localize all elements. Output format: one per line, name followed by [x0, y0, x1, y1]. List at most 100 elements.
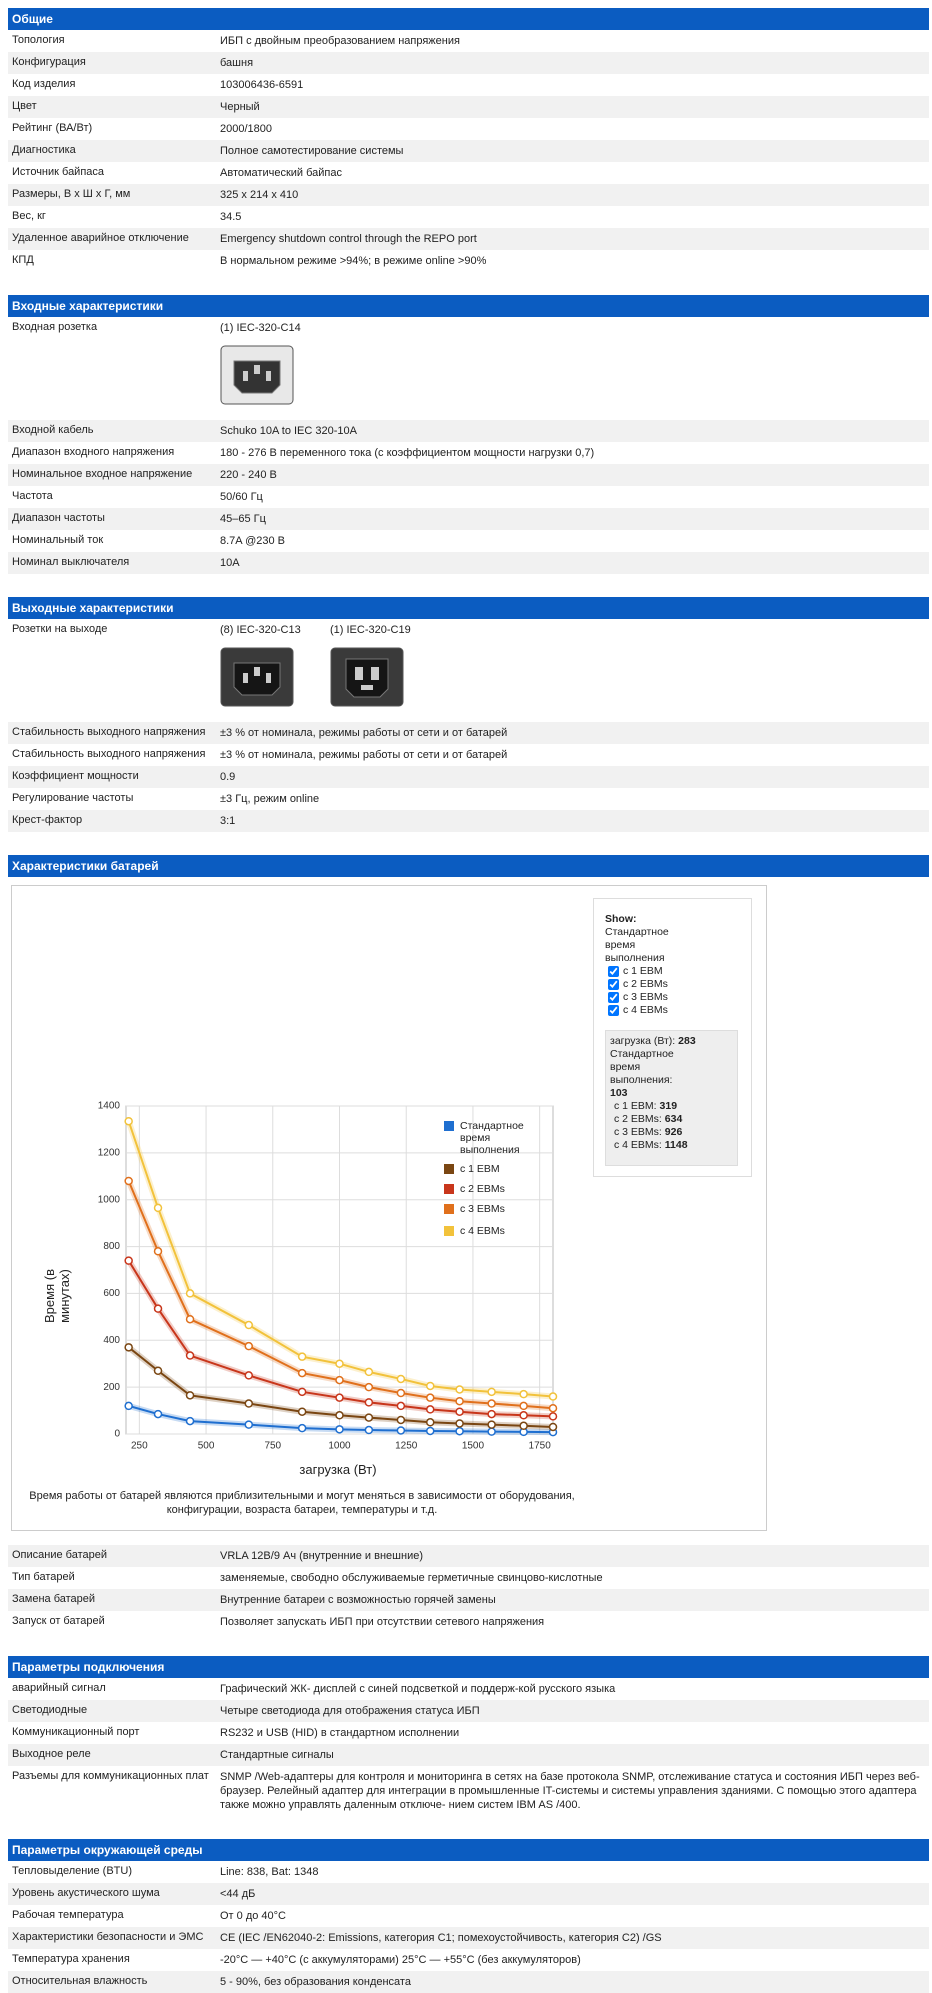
- x-tick-label: 1250: [395, 1441, 418, 1452]
- y-tick-label: 1400: [98, 1101, 121, 1112]
- data-point: [425, 1393, 435, 1402]
- data-point: [297, 1352, 307, 1361]
- readout-row: загрузка (Вт): 283: [610, 1035, 737, 1048]
- outlet-label: (8) IEC-320-C13: [220, 624, 301, 636]
- spec-value: Четыре светодиода для отображения статус…: [220, 1705, 480, 1717]
- readout-box: загрузка (Вт): 283 Стандартное время выпо…: [605, 1030, 738, 1166]
- spec-label: Диагностика: [12, 144, 76, 156]
- spec-value: (8) IEC-320-C13 (1) IEC-320-C19: [220, 619, 929, 722]
- spec-label: Удаленное аварийное отключение: [12, 232, 189, 244]
- readout-row: с 1 EBM: 319: [610, 1100, 737, 1113]
- spec-label: Крест-фактор: [12, 814, 83, 826]
- pin: [254, 667, 260, 676]
- readout-row: с 3 EBMs: 926: [610, 1126, 737, 1139]
- spec-label: Уровень акустического шума: [12, 1887, 160, 1899]
- controls-list: Show: Стандартное время выполнения с 1 EBM…: [605, 913, 675, 1017]
- pin: [361, 685, 373, 690]
- spec-value: Черный: [220, 101, 260, 113]
- data-point: [425, 1418, 435, 1427]
- spec-label: Светодиодные: [12, 1704, 88, 1716]
- spec-value: Emergency shutdown control through the R…: [220, 233, 477, 245]
- data-point: [364, 1398, 374, 1407]
- spec-label: Стабильность выходного напряжения: [12, 748, 206, 760]
- pin: [355, 667, 363, 680]
- connector-icon: [330, 647, 404, 707]
- connector-icon: [220, 345, 294, 405]
- legend-swatch: [444, 1184, 454, 1194]
- legend-swatch: [444, 1226, 454, 1236]
- spec-value: 45–65 Гц: [220, 513, 266, 525]
- spec-label: Температура хранения: [12, 1953, 130, 1965]
- chart-container: 0 200 400 600 800 1000 1200 1400 250 500 750 1000 12…: [11, 885, 767, 1531]
- data-point: [364, 1413, 374, 1422]
- data-point: [519, 1389, 528, 1399]
- show-label: Show:: [605, 913, 637, 925]
- y-axis-title: Время (в минутах): [42, 1269, 72, 1323]
- data-point: [455, 1396, 464, 1406]
- data-point: [185, 1416, 195, 1426]
- chart-controls: Show: Стандартное время выполнения с 1 EBM…: [593, 898, 752, 1177]
- readout-row: с 2 EBMs: 634: [610, 1113, 737, 1126]
- legend-label: с 1 EBM: [460, 1163, 500, 1175]
- spec-label: Код изделия: [12, 78, 76, 90]
- data-point: [185, 1314, 195, 1324]
- series-toggle[interactable]: [608, 966, 619, 977]
- spec-label: Частота: [12, 490, 53, 502]
- spec-row: КПД В нормальном режиме >94%; в режиме on…: [8, 250, 929, 272]
- readout-row: Стандартное время выполнения: 103: [610, 1048, 680, 1100]
- series-toggle[interactable]: [608, 1005, 619, 1016]
- data-point: [244, 1341, 254, 1351]
- legend-swatch: [444, 1164, 454, 1174]
- spec-row: Розетки на выходе (8) IEC-320-C13 (1) IEC-…: [8, 619, 929, 722]
- spec-label: Диапазон частоты: [12, 512, 105, 524]
- spec-value: 3:1: [220, 815, 236, 827]
- data-point: [396, 1388, 406, 1398]
- spec-value: 220 - 240 В: [220, 469, 277, 481]
- spec-value: 325 x 214 x 410: [220, 189, 299, 201]
- data-point: [519, 1411, 528, 1420]
- spec-value: Стандартные сигналы: [220, 1749, 334, 1761]
- legend-label: с 4 EBMs: [460, 1225, 505, 1237]
- legend-swatch: [444, 1204, 454, 1214]
- spec-label: Замена батарей: [12, 1593, 96, 1605]
- x-tick-label: 250: [131, 1441, 148, 1452]
- data-point: [396, 1374, 406, 1384]
- data-point: [153, 1247, 163, 1256]
- spec-label: Вес, кг: [12, 210, 46, 222]
- x-tick-label: 750: [264, 1441, 281, 1452]
- spec-value: Line: 838, Bat: 1348: [220, 1866, 319, 1878]
- spec-section: Выходные характеристики Розетки на выходе…: [8, 597, 929, 832]
- spec-label: Относительная влажность: [12, 1975, 148, 1987]
- outlet-label: (1) IEC-320-C19: [330, 624, 411, 636]
- data-point: [487, 1427, 496, 1436]
- data-point: [297, 1423, 307, 1433]
- spec-value: VRLA 12В/9 Ач (внутренние и внешние): [220, 1550, 423, 1562]
- series-toggle[interactable]: [608, 992, 619, 1003]
- page-body: Общие Топология ИБП с двойным преобразован…: [8, 8, 929, 1993]
- series-toggle[interactable]: [608, 979, 619, 990]
- readout-value: 1148: [664, 1139, 688, 1151]
- spec-value: 50/60 Гц: [220, 491, 263, 503]
- data-point: [153, 1203, 163, 1213]
- spec-row: Частота 50/60 Гц: [8, 486, 929, 508]
- checkbox-row: с 3 EBMs: [608, 991, 675, 1004]
- spec-section: Общие Топология ИБП с двойным преобразован…: [8, 8, 929, 272]
- legend-label: с 3 EBMs: [460, 1203, 505, 1215]
- readout-value: 634: [664, 1113, 683, 1125]
- spec-label: Номинальное входное напряжение: [12, 468, 193, 480]
- data-point: [455, 1407, 464, 1416]
- readout-label: с 4 EBMs:: [614, 1139, 662, 1151]
- legend-entry: с 1 EBM: [444, 1163, 549, 1175]
- spec-row: Запуск от батарей Позволяет запускать ИБП…: [8, 1611, 929, 1633]
- spec-value: 180 - 276 В переменного тока (с коэффици…: [220, 447, 595, 459]
- checkbox-label: с 2 EBMs: [623, 978, 668, 990]
- x-tick-label: 1000: [328, 1441, 351, 1452]
- inlet-label: (1) IEC-320-C14: [220, 322, 301, 334]
- data-point: [487, 1387, 496, 1397]
- spec-value: От 0 до 40°C: [220, 1910, 286, 1922]
- data-point: [487, 1420, 496, 1429]
- data-point: [297, 1368, 307, 1378]
- spec-section: Параметры окружающей среды Тепловыделение…: [8, 1839, 929, 1993]
- data-point: [124, 1116, 133, 1126]
- y-tick-label: 1200: [98, 1147, 121, 1158]
